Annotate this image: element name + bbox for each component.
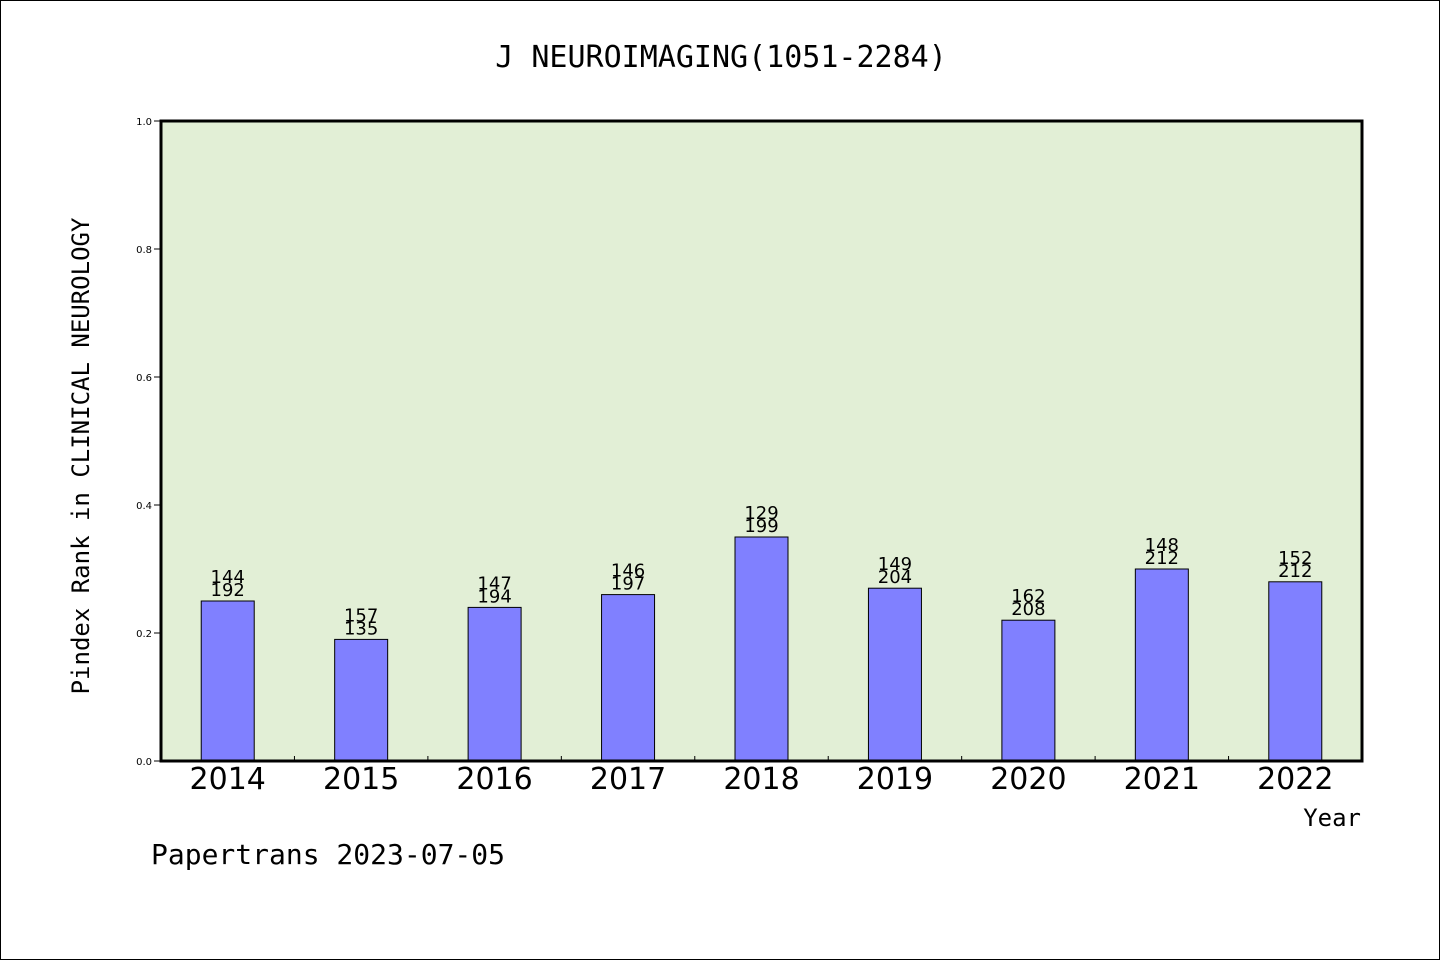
y-axis-ticks: 0.0 0.2 0.4 0.6 0.8 1.0: [136, 117, 161, 768]
x-tick-label: 2020: [990, 762, 1066, 797]
bar-2021: [1134, 568, 1189, 762]
footer-credit: Papertrans 2023-07-05: [151, 838, 505, 871]
x-axis-label: Year: [1303, 804, 1361, 832]
bar-2017: [601, 594, 656, 762]
y-tick-label: 0.0: [136, 757, 152, 768]
bar-total-label: 208: [1011, 599, 1045, 620]
bar-2020: [1001, 619, 1056, 762]
bar-rank-label: 149: [878, 554, 912, 575]
bar-total-label: 194: [477, 586, 511, 607]
plot-frame: [159, 119, 1364, 763]
bar-total-label: 135: [344, 618, 378, 639]
chart-title: J NEUROIMAGING(1051-2284): [495, 40, 947, 75]
x-tick-label: 2016: [456, 762, 532, 797]
bar-rank-label: 147: [477, 573, 511, 594]
bar-total-label: 192: [211, 580, 245, 601]
bar-rank-label: 162: [1011, 586, 1045, 607]
bar-2019: [867, 587, 922, 762]
y-tick-label: 0.6: [136, 373, 152, 384]
bar-2015: [334, 638, 389, 762]
bar-2022: [1268, 581, 1323, 762]
bar-total-label: 212: [1278, 561, 1312, 582]
y-tick-label: 0.8: [136, 245, 152, 256]
bar-total-label: 199: [744, 516, 778, 537]
y-axis-label: Pindex Rank in CLINICAL NEUROLOGY: [67, 217, 95, 694]
y-tick-label: 0.2: [136, 629, 152, 640]
x-tick-label: 2017: [590, 762, 666, 797]
bar-rank-label: 144: [211, 567, 245, 588]
bar-rank-label: 152: [1278, 548, 1312, 569]
x-tick-label: 2019: [857, 762, 933, 797]
x-axis-ticks: 2014 2015 2016 2017 2018 2019 2020 2021 2022: [190, 756, 1333, 797]
bar-total-label: 204: [878, 567, 912, 588]
bar-rank-label: 146: [611, 561, 645, 582]
bar-rank-label: 157: [344, 605, 378, 626]
bar-rank-label: 129: [744, 503, 778, 524]
x-tick-label: 2014: [190, 762, 266, 797]
x-tick-label: 2018: [723, 762, 799, 797]
bar-rank-label: 148: [1145, 535, 1179, 556]
bar-2014: [200, 600, 255, 762]
bars: [200, 536, 1323, 762]
y-tick-label: 1.0: [136, 117, 152, 128]
x-tick-label: 2021: [1124, 762, 1200, 797]
x-tick-label: 2015: [323, 762, 399, 797]
y-tick-label: 0.4: [136, 501, 152, 512]
x-tick-label: 2022: [1257, 762, 1333, 797]
bar-labels: 1441921571351471941461971291991492041622…: [211, 503, 1313, 639]
bar-2018: [734, 536, 789, 762]
bar-total-label: 197: [611, 574, 645, 595]
bar-2016: [467, 606, 522, 762]
bar-total-label: 212: [1145, 548, 1179, 569]
